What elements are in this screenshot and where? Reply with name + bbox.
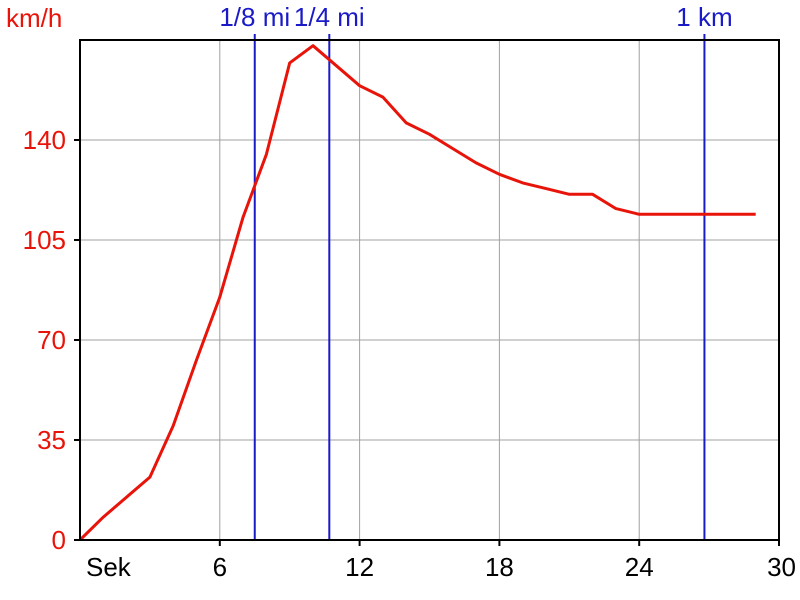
y-tick-label: 70	[37, 325, 66, 355]
speed-series-line	[78, 44, 756, 542]
x-tick-label: 24	[625, 552, 654, 582]
x-tick-label: 18	[485, 552, 514, 582]
distance-marker-label: 1 km	[676, 2, 732, 32]
x-tick-label: 30	[767, 552, 796, 582]
distance-marker-label: 1/4 mi	[294, 2, 365, 32]
y-tick-label: 35	[37, 425, 66, 455]
x-tick-label: 6	[213, 552, 227, 582]
x-ticks: 6 12 18 24 30	[213, 540, 796, 582]
y-tick-label: 0	[52, 525, 66, 555]
x-axis-unit-label: Sek	[86, 552, 132, 582]
series-layer	[78, 44, 756, 542]
x-tick-label: 12	[345, 552, 374, 582]
y-tick-label: 140	[23, 125, 66, 155]
distance-marker-label: 1/8 mi	[219, 2, 290, 32]
y-axis-unit-label: km/h	[6, 3, 62, 33]
y-tick-label: 105	[23, 225, 66, 255]
distance-markers: 1/8 mi 1/4 mi 1 km	[219, 2, 733, 540]
y-ticks: 0 35 70 105 140	[23, 125, 80, 555]
plot-frame	[79, 39, 780, 541]
grid	[80, 40, 780, 541]
